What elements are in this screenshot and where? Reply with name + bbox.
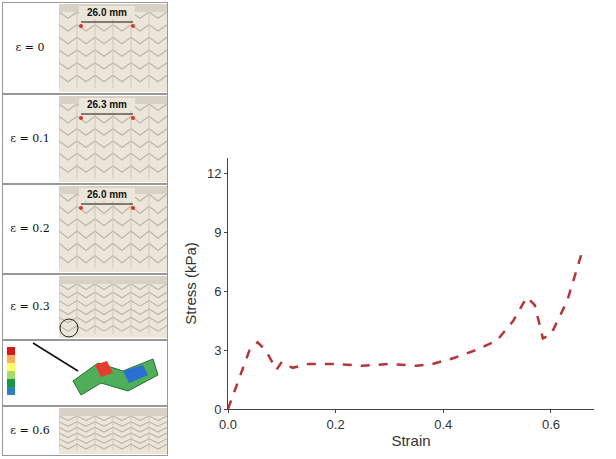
html-text:ε = 0: ε = 0 (15, 41, 45, 54)
svg-text:3: 3 (214, 343, 221, 358)
svg-text:0: 0 (214, 402, 221, 417)
html-text:ε = 0.3: ε = 0.3 (10, 300, 50, 313)
svg-text:Stress (kPa): Stress (kPa) (182, 242, 199, 325)
svg-text:0.0: 0.0 (219, 417, 237, 432)
svg-text:0.6: 0.6 (542, 417, 560, 432)
html-text:ε = 0.2: ε = 0.2 (10, 222, 50, 235)
svg-text:0.4: 0.4 (434, 417, 452, 432)
html-text:ε = 0.1: ε = 0.1 (10, 132, 50, 145)
svg-text:26.3 mm: 26.3 mm (87, 99, 127, 110)
svg-text:9: 9 (214, 225, 221, 240)
svg-text:Strain: Strain (391, 432, 430, 449)
html-text:ε = 0.6: ε = 0.6 (10, 424, 50, 437)
svg-text:12: 12 (207, 166, 221, 181)
svg-text:26.0 mm: 26.0 mm (87, 189, 127, 200)
svg-text:6: 6 (214, 284, 221, 299)
svg-text:0.2: 0.2 (327, 417, 345, 432)
svg-text:26.0 mm: 26.0 mm (87, 7, 127, 18)
